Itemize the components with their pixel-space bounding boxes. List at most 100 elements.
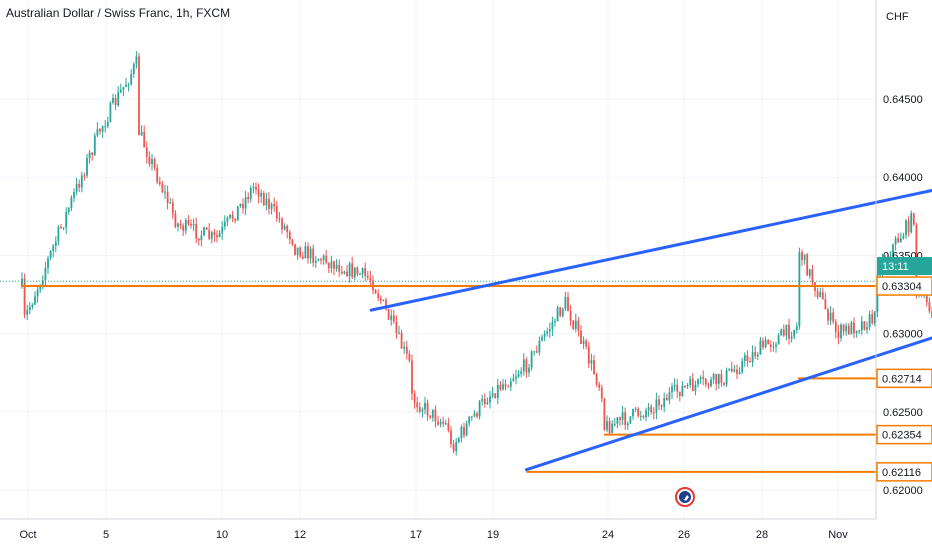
candle-body bbox=[416, 402, 419, 408]
candle-body bbox=[712, 374, 715, 380]
candle-body bbox=[200, 235, 203, 241]
candle-body bbox=[366, 275, 369, 278]
time-tick-label: 12 bbox=[294, 529, 306, 541]
candle-body bbox=[21, 278, 23, 287]
candle-body bbox=[725, 370, 728, 385]
candle-body bbox=[751, 352, 754, 363]
candle-body bbox=[192, 223, 195, 226]
candle-body bbox=[26, 309, 29, 315]
candle-body bbox=[645, 410, 647, 418]
candle-body bbox=[52, 246, 55, 252]
candle-body bbox=[533, 351, 536, 353]
candle-body bbox=[603, 398, 606, 430]
countdown-badge bbox=[877, 257, 932, 276]
candle-body bbox=[730, 368, 733, 372]
candle-body bbox=[554, 321, 556, 323]
trend-line[interactable] bbox=[524, 255, 932, 472]
candle-body bbox=[741, 361, 744, 373]
candle-body bbox=[780, 329, 783, 336]
candle-body bbox=[673, 384, 676, 387]
candle-body bbox=[689, 378, 692, 386]
candle-body bbox=[325, 255, 328, 263]
candle-body bbox=[639, 416, 642, 418]
candle-body bbox=[585, 340, 588, 347]
trend-lines[interactable] bbox=[369, 169, 932, 472]
candle-body bbox=[49, 251, 52, 259]
candle-body bbox=[782, 329, 785, 336]
candle-body bbox=[808, 269, 811, 276]
candle-body bbox=[494, 393, 497, 398]
candle-body bbox=[184, 220, 187, 231]
candle-body bbox=[270, 204, 273, 209]
candle-body bbox=[327, 262, 330, 269]
candle-body bbox=[190, 223, 192, 226]
candle-body bbox=[369, 277, 372, 281]
candle-body bbox=[244, 196, 247, 209]
candle-body bbox=[242, 203, 244, 209]
candle-body bbox=[616, 417, 619, 424]
candle-body bbox=[338, 264, 341, 272]
candle-body bbox=[720, 374, 723, 383]
time-axis-ticks[interactable]: Oct 5 10 12 17 19 24 26 28 Nov bbox=[19, 529, 848, 541]
candle-body bbox=[99, 129, 101, 132]
candle-body bbox=[335, 264, 338, 269]
candle-body bbox=[853, 322, 855, 334]
candle-body bbox=[450, 430, 452, 444]
candle-body bbox=[871, 314, 874, 324]
trend-line[interactable] bbox=[369, 169, 932, 312]
price-tick-label: 0.64500 bbox=[883, 94, 923, 106]
candle-body bbox=[590, 360, 593, 364]
candle-body bbox=[855, 330, 858, 334]
candle-body bbox=[60, 227, 62, 229]
candle-body bbox=[912, 213, 915, 225]
candle-body bbox=[78, 183, 81, 188]
candle-body bbox=[582, 340, 585, 344]
candle-body bbox=[174, 213, 177, 227]
horizontal-levels[interactable] bbox=[22, 285, 876, 473]
candle-body bbox=[413, 393, 416, 403]
candle-body bbox=[304, 246, 307, 259]
candle-body bbox=[819, 292, 822, 297]
candle-body bbox=[728, 368, 731, 371]
candle-body bbox=[569, 311, 572, 321]
candle-body bbox=[231, 214, 234, 219]
candle-body bbox=[340, 271, 343, 274]
candle-body bbox=[447, 423, 450, 431]
candle-body bbox=[681, 385, 684, 397]
candle-body bbox=[262, 193, 265, 206]
candle-body bbox=[736, 369, 738, 374]
candle-body bbox=[361, 268, 364, 275]
candle-body bbox=[564, 297, 567, 309]
candle-body bbox=[36, 289, 39, 297]
candle-body bbox=[455, 442, 458, 452]
candle-body bbox=[317, 259, 320, 261]
candle-body bbox=[858, 330, 861, 332]
candle-body bbox=[829, 312, 832, 321]
candle-body bbox=[434, 409, 437, 422]
candle-body bbox=[798, 252, 801, 327]
candle-body bbox=[112, 97, 114, 103]
candle-body bbox=[73, 192, 75, 198]
time-tick-label: 28 bbox=[756, 529, 768, 541]
level-badge-label: 0.62116 bbox=[882, 467, 921, 479]
candle-body bbox=[715, 374, 718, 384]
candle-body bbox=[164, 191, 166, 193]
candle-body bbox=[652, 412, 655, 414]
candle-body bbox=[288, 232, 291, 240]
candle-body bbox=[842, 324, 845, 332]
candle-body bbox=[665, 397, 668, 401]
candle-body bbox=[606, 421, 608, 430]
candle-body bbox=[824, 299, 827, 310]
candle-body bbox=[309, 248, 312, 259]
candle-body bbox=[868, 314, 871, 328]
price-tick-label: 0.62500 bbox=[883, 407, 923, 419]
candle-body bbox=[247, 196, 250, 200]
news-event-icon[interactable] bbox=[675, 487, 695, 507]
candle-body bbox=[392, 315, 395, 322]
candle-body bbox=[668, 392, 671, 401]
candle-body bbox=[637, 408, 640, 417]
candles bbox=[0, 50, 932, 456]
candle-body bbox=[359, 274, 361, 276]
candle-body bbox=[166, 191, 169, 204]
